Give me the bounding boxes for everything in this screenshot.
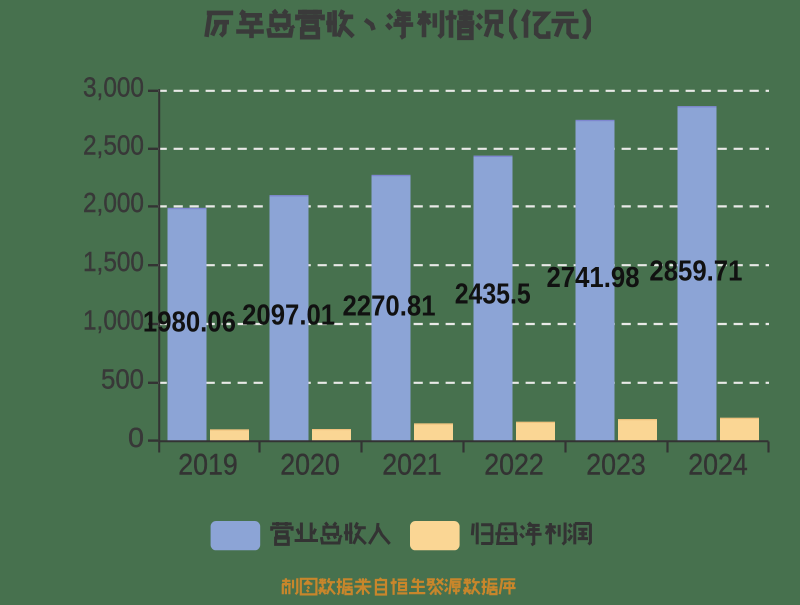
svg-text:3,000: 3,000 xyxy=(83,71,144,102)
svg-text:2859.71: 2859.71 xyxy=(649,255,742,287)
svg-text:1980.06: 1980.06 xyxy=(143,306,236,338)
svg-text:2435.5: 2435.5 xyxy=(455,279,531,311)
svg-text:1,500: 1,500 xyxy=(83,246,144,277)
svg-text:2021: 2021 xyxy=(382,448,442,481)
svg-text:2019: 2019 xyxy=(178,448,238,481)
svg-text:0: 0 xyxy=(128,422,144,453)
svg-text:2270.81: 2270.81 xyxy=(343,291,436,323)
svg-text:2024: 2024 xyxy=(688,448,748,481)
svg-text:2,000: 2,000 xyxy=(83,187,144,218)
svg-text:2,500: 2,500 xyxy=(83,129,144,160)
svg-text:2020: 2020 xyxy=(280,448,340,481)
svg-text:1,000: 1,000 xyxy=(83,305,144,336)
svg-text:2741.98: 2741.98 xyxy=(547,262,640,294)
svg-text:500: 500 xyxy=(101,363,144,394)
svg-text:2023: 2023 xyxy=(586,448,646,481)
svg-text:2022: 2022 xyxy=(484,448,544,481)
svg-text:2097.01: 2097.01 xyxy=(242,299,335,331)
